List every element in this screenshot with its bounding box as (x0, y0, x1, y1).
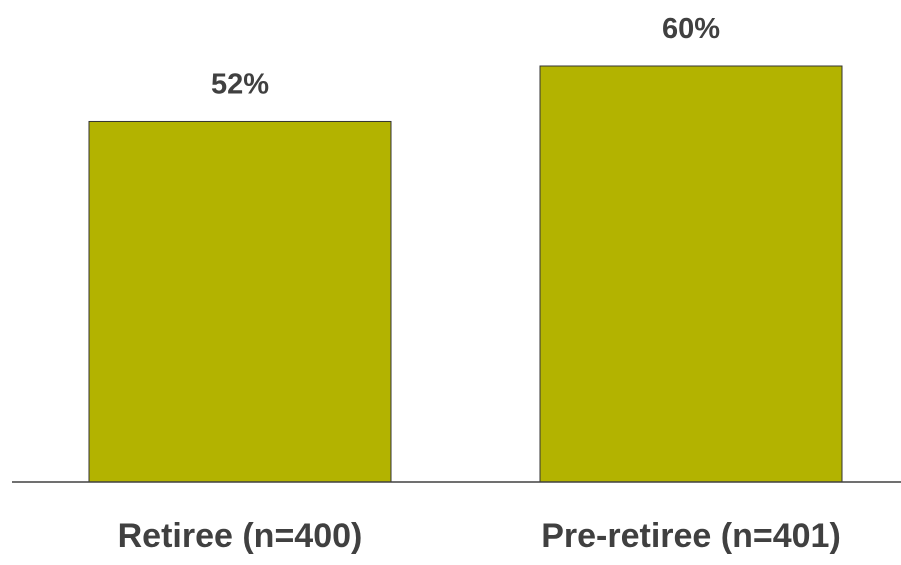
category-label-0: Retiree (n=400) (118, 517, 363, 555)
data-label-1: 60% (662, 13, 720, 45)
data-label-0: 52% (211, 68, 269, 100)
category-label-1: Pre-retiree (n=401) (541, 517, 841, 555)
bar-0 (88, 120, 392, 483)
ticks-layer: Retiree (n=400) Pre-retiree (n=401) (118, 517, 841, 555)
bars-layer (88, 65, 843, 483)
bar-1 (539, 65, 843, 483)
labels-layer: 52% 60% (211, 13, 720, 100)
